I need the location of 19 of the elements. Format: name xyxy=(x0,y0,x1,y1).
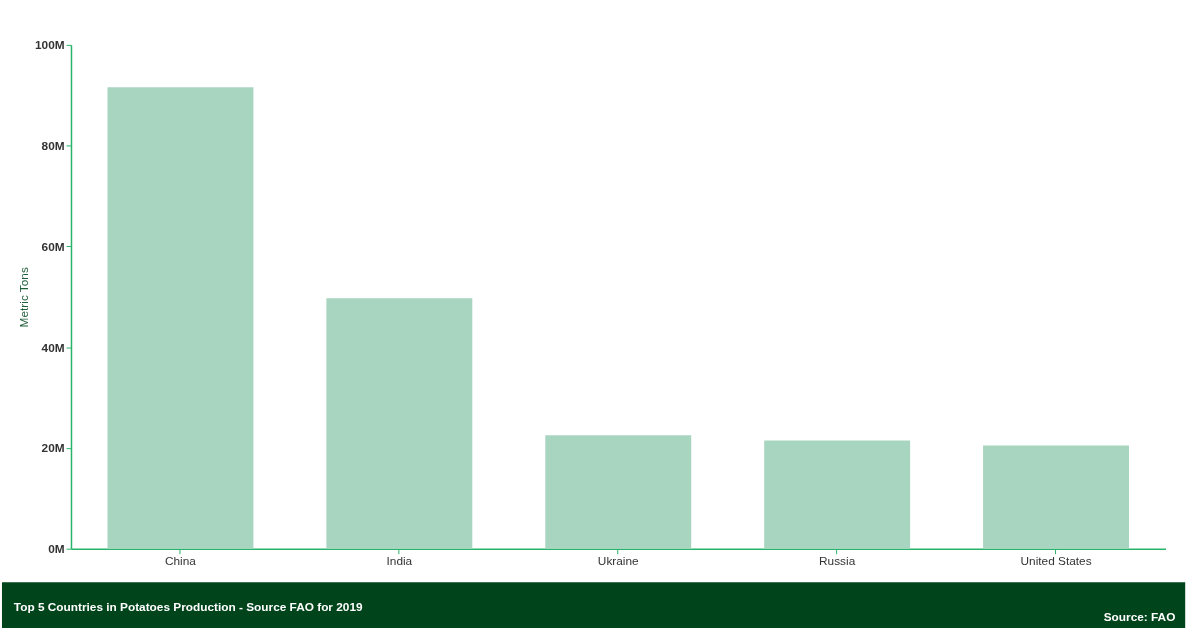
x-tick-label: Ukraine xyxy=(597,553,640,568)
source-note: Source: FAO xyxy=(1103,609,1176,624)
bar xyxy=(545,435,692,549)
x-tick-label: Russia xyxy=(819,553,856,568)
text: Top 5 Countries in Potatoes Production - Source FAO for 2019 xyxy=(13,599,363,614)
y-tick-label: 0M xyxy=(48,542,65,557)
y-axis-title: Metric Tons xyxy=(17,267,32,328)
y-tick-label: 40M xyxy=(41,340,65,355)
x-tick-label: China xyxy=(164,553,197,568)
y-tick-label: 100M xyxy=(34,38,65,53)
bar xyxy=(764,440,911,549)
y-tick-label: 80M xyxy=(41,139,65,154)
y-tick-label: 60M xyxy=(41,239,65,254)
x-tick-label: United States xyxy=(1020,553,1092,568)
x-tick-label: India xyxy=(386,553,413,568)
bar xyxy=(107,87,254,549)
bar xyxy=(983,445,1130,549)
y-tick-label: 20M xyxy=(41,441,65,456)
bar xyxy=(326,298,473,549)
